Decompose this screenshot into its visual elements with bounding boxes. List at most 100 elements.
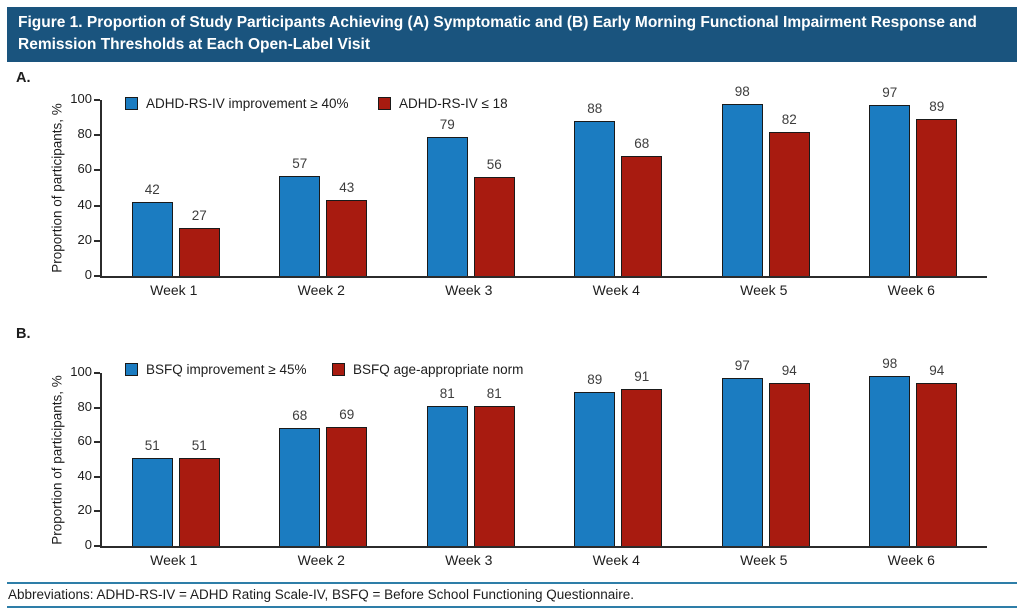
bar-blue: 81 <box>426 386 468 546</box>
bar-blue: 68 <box>279 408 321 546</box>
footer-rule-top <box>7 582 1017 584</box>
bar-value-label: 97 <box>734 358 750 374</box>
legend-swatch-red-icon <box>378 97 391 110</box>
bar-value-label: 89 <box>929 99 945 115</box>
bar-value-label: 51 <box>191 437 207 453</box>
bar-blue: 98 <box>721 84 763 276</box>
bar-value-label: 88 <box>587 101 603 117</box>
y-tick-mark <box>94 510 100 513</box>
y-tick-label: 40 <box>77 467 92 483</box>
legend-label: BSFQ improvement ≥ 45% <box>146 362 307 377</box>
bar-group: 57 43 <box>279 100 368 276</box>
x-tick-label: Week 2 <box>297 282 345 298</box>
bar-groups: 51 51 68 69 81 81 89 91 97 94 98 94 <box>102 356 987 546</box>
y-tick-mark <box>94 239 100 242</box>
bar-value-label: 43 <box>339 180 355 196</box>
bar-value-label: 97 <box>882 85 898 101</box>
y-tick-mark <box>94 99 100 101</box>
legend-item: ADHD-RS-IV ≤ 18 <box>378 96 508 111</box>
bar-group: 88 68 <box>574 100 663 276</box>
legend-swatch-blue-icon <box>125 363 138 376</box>
bar-red: 91 <box>621 369 663 546</box>
legend-item: BSFQ improvement ≥ 45% <box>125 362 306 377</box>
y-tick-label: 60 <box>77 161 92 177</box>
y-tick-mark <box>94 204 100 207</box>
x-tick-label: Week 5 <box>740 282 788 298</box>
bar-group: 97 94 <box>721 358 810 546</box>
bar-value-label: 98 <box>882 356 898 372</box>
panel-a: A. Proportion of participants, % ADHD-RS-I… <box>0 62 1024 316</box>
x-tick-label: Week 3 <box>445 552 493 568</box>
bar-groups: 42 27 57 43 79 56 88 68 98 82 97 89 <box>102 84 987 276</box>
y-tick-mark <box>94 441 100 444</box>
bar-group: 79 56 <box>426 100 515 276</box>
legend-swatch-blue-icon <box>125 97 138 110</box>
bar-value-label: 27 <box>191 208 207 224</box>
x-tick-label: Week 3 <box>445 282 493 298</box>
bar-value-label: 51 <box>144 437 160 453</box>
y-tick-label: 60 <box>77 433 92 449</box>
bar-blue: 57 <box>279 156 321 276</box>
bar-group: 51 51 <box>131 373 220 546</box>
y-tick-label: 100 <box>70 364 92 379</box>
y-tick-mark <box>94 372 100 374</box>
x-tick-label: Week 1 <box>150 552 198 568</box>
x-tick-label: Week 1 <box>150 282 198 298</box>
legend-label: ADHD-RS-IV ≤ 18 <box>399 96 508 111</box>
y-tick-label: 40 <box>77 196 92 212</box>
y-tick-label: 0 <box>84 267 92 282</box>
bar-group: 68 69 <box>279 373 368 546</box>
y-tick-mark <box>94 545 100 547</box>
bar-group: 98 82 <box>721 84 810 276</box>
bar-group: 81 81 <box>426 373 515 546</box>
y-tick-label: 80 <box>77 398 92 414</box>
bar-blue: 89 <box>574 372 616 546</box>
bar-blue: 79 <box>426 117 468 276</box>
y-tick-mark <box>94 134 100 137</box>
panel-b: B. Proportion of participants, % BSFQ impr… <box>0 316 1024 580</box>
bar-group: 89 91 <box>574 369 663 546</box>
bar-red: 81 <box>473 386 515 546</box>
bar-red: 68 <box>621 136 663 276</box>
bar-red: 56 <box>473 157 515 276</box>
bar-blue: 98 <box>869 356 911 546</box>
bar-red: 51 <box>178 438 220 546</box>
bar-red: 94 <box>768 363 810 546</box>
bar-value-label: 81 <box>439 385 455 401</box>
bar-red: 69 <box>326 407 368 546</box>
bar-blue: 97 <box>721 358 763 546</box>
bar-value-label: 42 <box>144 182 160 198</box>
figure-title: Figure 1. Proportion of Study Participan… <box>7 7 1017 62</box>
bar-blue: 42 <box>131 182 173 276</box>
bar-red: 89 <box>916 99 958 276</box>
y-tick-mark <box>94 169 100 172</box>
plot-area: 0 20 40 60 80 100 42 27 57 43 79 56 88 68 98 82 97 89 <box>70 84 987 282</box>
bar-blue: 51 <box>131 438 173 546</box>
bar-red: 82 <box>768 112 810 276</box>
bar-value-label: 81 <box>486 385 502 401</box>
bar-value-label: 79 <box>439 116 455 132</box>
abbreviations-note: Abbreviations: ADHD-RS-IV = ADHD Rating … <box>8 587 635 602</box>
bar-value-label: 82 <box>781 111 797 127</box>
x-tick-label: Week 4 <box>592 552 640 568</box>
bar-value-label: 98 <box>734 83 750 99</box>
y-tick-mark <box>94 406 100 409</box>
bar-group: 98 94 <box>869 356 958 546</box>
legend-item: ADHD-RS-IV improvement ≥ 40% <box>125 96 348 111</box>
bar-red: 94 <box>916 363 958 546</box>
bar-value-label: 68 <box>292 408 308 424</box>
plot-area: 0 20 40 60 80 100 51 51 68 69 81 81 89 91 97 94 98 94 <box>70 356 987 552</box>
legend-label: ADHD-RS-IV improvement ≥ 40% <box>146 96 349 111</box>
bar-value-label: 94 <box>781 363 797 379</box>
y-tick-label: 100 <box>70 91 92 106</box>
bar-value-label: 94 <box>929 363 945 379</box>
y-tick-label: 20 <box>77 231 92 247</box>
x-tick-label: Week 5 <box>740 552 788 568</box>
x-axis-labels: Week 1 Week 2 Week 3 Week 4 Week 5 Week 6 <box>100 552 985 568</box>
y-tick-label: 80 <box>77 126 92 142</box>
x-axis-labels: Week 1 Week 2 Week 3 Week 4 Week 5 Week 6 <box>100 282 985 298</box>
y-tick-mark <box>94 475 100 478</box>
bar-value-label: 69 <box>339 406 355 422</box>
y-tick-mark <box>94 275 100 277</box>
bar-group: 97 89 <box>869 85 958 276</box>
